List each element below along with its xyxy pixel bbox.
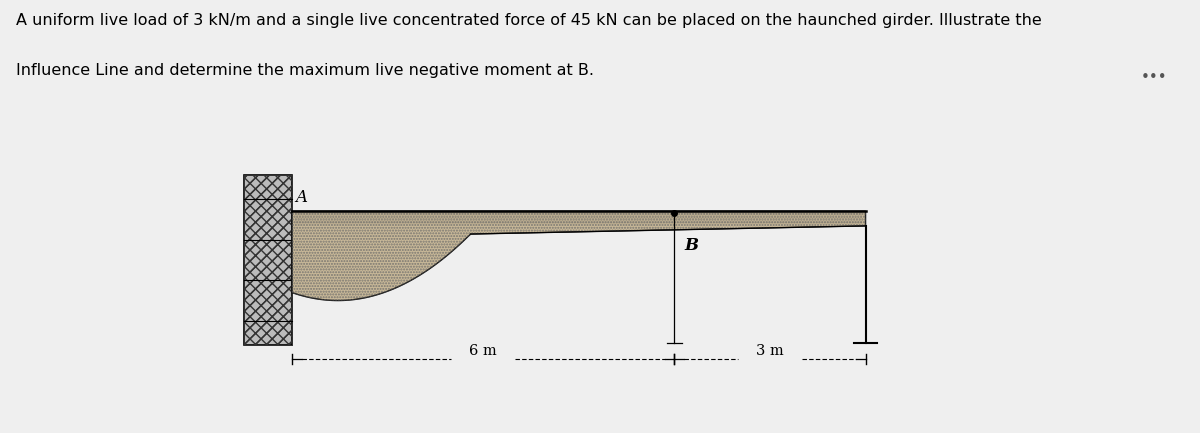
Polygon shape bbox=[245, 174, 292, 346]
Text: 3 m: 3 m bbox=[756, 345, 784, 359]
Text: A: A bbox=[295, 189, 307, 207]
Text: 6 m: 6 m bbox=[469, 345, 497, 359]
Polygon shape bbox=[292, 211, 865, 301]
Text: B: B bbox=[684, 237, 698, 254]
Text: Influence Line and determine the maximum live negative moment at B.: Influence Line and determine the maximum… bbox=[16, 63, 594, 78]
Text: A uniform live load of 3 kN/m and a single live concentrated force of 45 kN can : A uniform live load of 3 kN/m and a sing… bbox=[16, 13, 1042, 28]
Text: •••: ••• bbox=[1141, 71, 1168, 85]
